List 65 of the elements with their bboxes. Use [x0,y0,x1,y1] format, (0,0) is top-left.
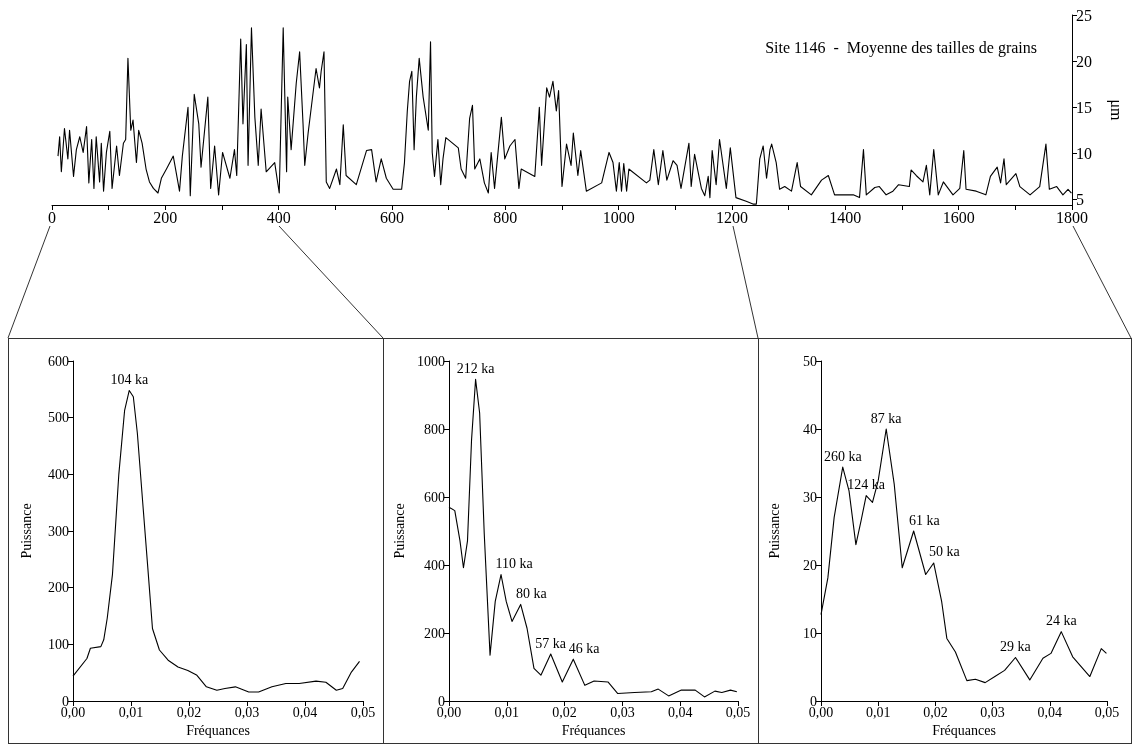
annotation: 24 ka [1045,613,1078,629]
y-tick-label: 600 [48,353,69,369]
y-tick-label: 400 [48,466,69,482]
y-tick-label: 20 [1076,52,1092,70]
x-tick-label: 0,03 [234,704,260,720]
x-tick-label: 0,05 [1094,704,1120,720]
x-tick-label: 1000 [602,208,635,226]
y-tick-label: 500 [48,410,69,426]
y-tick-label: 800 [424,421,445,437]
x-tick-label: 400 [266,208,291,226]
y-tick-label: 20 [803,557,817,573]
annotation: 260 ka [823,448,863,464]
x-tick-label: 0,04 [667,704,693,720]
x-tick-label: 0,01 [118,704,144,720]
x-tick-label: 1600 [942,208,975,226]
x-axis-title: Fréquances [186,723,250,739]
y-tick-label: 1000 [417,353,445,369]
y-tick-label: 25 [1076,6,1092,24]
annotation: 29 ka [1000,638,1032,654]
x-tick-label: 0,02 [923,704,948,720]
y-tick-label: 10 [1076,144,1092,162]
x-tick-label: 0,04 [1037,704,1063,720]
x-tick-label: 0,05 [350,704,376,720]
x-tick-label: 600 [380,208,404,226]
y-tick-label: 300 [48,523,69,539]
x-tick-label: 0,02 [552,704,577,720]
annotation: 80 ka [516,585,548,601]
y-axis-title: μm [1106,99,1125,122]
x-tick-label: 200 [153,208,178,226]
x-tick-label: 0,03 [610,704,635,720]
x-axis-title: Fréquances [561,723,626,739]
annotation: 104 ka [110,371,149,387]
y-axis-title: Puissance [18,503,34,559]
x-tick-label: 1800 [1056,208,1088,226]
x-tick-label: 0,01 [494,704,520,720]
x-tick-label: 0,03 [980,704,1005,720]
annotation: 57 ka [535,635,567,651]
x-tick-label: 1400 [829,208,862,226]
x-tick-label: 0,05 [725,704,751,720]
y-tick-label: 200 [424,625,445,641]
y-tick-label: 200 [48,580,69,596]
y-tick-label: 600 [424,489,445,505]
text: Site 1146 - Moyenne des tailles de grains [765,38,1037,57]
y-axis-title: Puissance [766,503,782,559]
x-tick-label: 0,02 [176,704,202,720]
y-tick-label: 10 [803,625,817,641]
y-tick-label: 5 [1076,190,1084,208]
annotation: 110 ka [495,556,534,572]
y-tick-label: 30 [803,489,817,505]
annotation: 61 ka [909,512,941,528]
y-tick-label: 50 [803,353,817,369]
y-tick-label: 400 [424,557,445,573]
annotation: 87 ka [870,410,903,426]
annotation: 50 ka [929,544,961,560]
y-axis-title: Puissance [391,503,407,559]
x-tick-label: 0,04 [292,704,318,720]
x-tick-label: 1200 [716,208,748,226]
x-tick-label: 0,01 [865,704,891,720]
x-axis-title: Fréquances [932,723,996,739]
y-tick-label: 100 [48,636,69,652]
y-tick-label: 15 [1076,98,1092,116]
annotation: 46 ka [568,640,601,656]
x-tick-label: 800 [493,208,518,226]
y-tick-label: 40 [803,421,817,437]
annotation: 212 ka [456,360,496,376]
